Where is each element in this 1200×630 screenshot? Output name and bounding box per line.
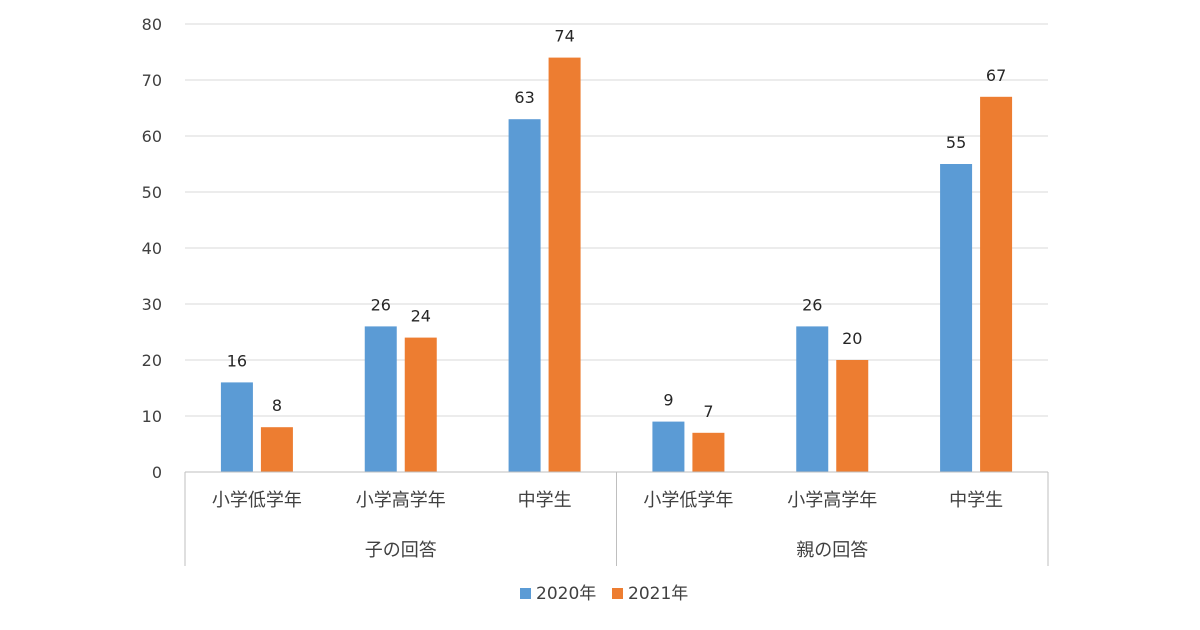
data-label: 67 — [986, 66, 1006, 85]
data-label: 55 — [946, 133, 966, 152]
category-label: 小学高学年 — [356, 490, 446, 511]
y-tick-label: 20 — [142, 351, 162, 370]
y-tick-label: 10 — [142, 407, 162, 426]
y-tick-label: 50 — [142, 183, 162, 202]
bar — [796, 326, 829, 472]
bars — [220, 57, 1013, 473]
data-label: 24 — [411, 307, 431, 326]
legend-label: 2021年 — [628, 584, 688, 604]
bar — [404, 337, 437, 472]
data-label: 26 — [802, 295, 822, 314]
group-label: 親の回答 — [796, 540, 868, 561]
gridlines — [185, 23, 1048, 417]
y-tick-label: 0 — [152, 463, 162, 482]
bar — [692, 432, 725, 472]
y-tick-label: 40 — [142, 239, 162, 258]
data-label: 9 — [663, 391, 673, 410]
bar — [508, 119, 541, 472]
data-label: 16 — [227, 351, 247, 370]
data-label: 63 — [514, 88, 534, 107]
bar — [652, 421, 685, 472]
y-axis: 0 10 20 30 40 50 60 70 80 — [142, 15, 162, 482]
data-label: 26 — [371, 295, 391, 314]
category-label: 中学生 — [518, 490, 572, 511]
legend-swatch — [520, 588, 531, 599]
y-tick-label: 70 — [142, 71, 162, 90]
category-label: 小学高学年 — [787, 490, 877, 511]
y-tick-label: 60 — [142, 127, 162, 146]
y-tick-label: 30 — [142, 295, 162, 314]
bar — [940, 164, 973, 472]
bar — [220, 382, 253, 472]
data-label: 8 — [272, 396, 282, 415]
data-label: 74 — [554, 27, 574, 46]
legend: 2020年 2021年 — [520, 584, 688, 604]
legend-swatch — [612, 588, 623, 599]
category-label: 小学低学年 — [643, 490, 733, 511]
data-labels: 16 26 63 9 26 55 8 24 74 7 20 67 — [227, 27, 1007, 421]
bar — [980, 96, 1013, 473]
bar — [364, 326, 397, 472]
data-label: 20 — [842, 329, 862, 348]
bar — [548, 57, 581, 472]
category-label: 小学低学年 — [212, 490, 302, 511]
legend-label: 2020年 — [536, 584, 596, 604]
bar — [260, 427, 293, 472]
group-label: 子の回答 — [365, 540, 437, 561]
data-label: 7 — [703, 402, 713, 421]
category-label: 中学生 — [949, 490, 1003, 511]
bar — [836, 360, 869, 472]
y-tick-label: 80 — [142, 15, 162, 34]
